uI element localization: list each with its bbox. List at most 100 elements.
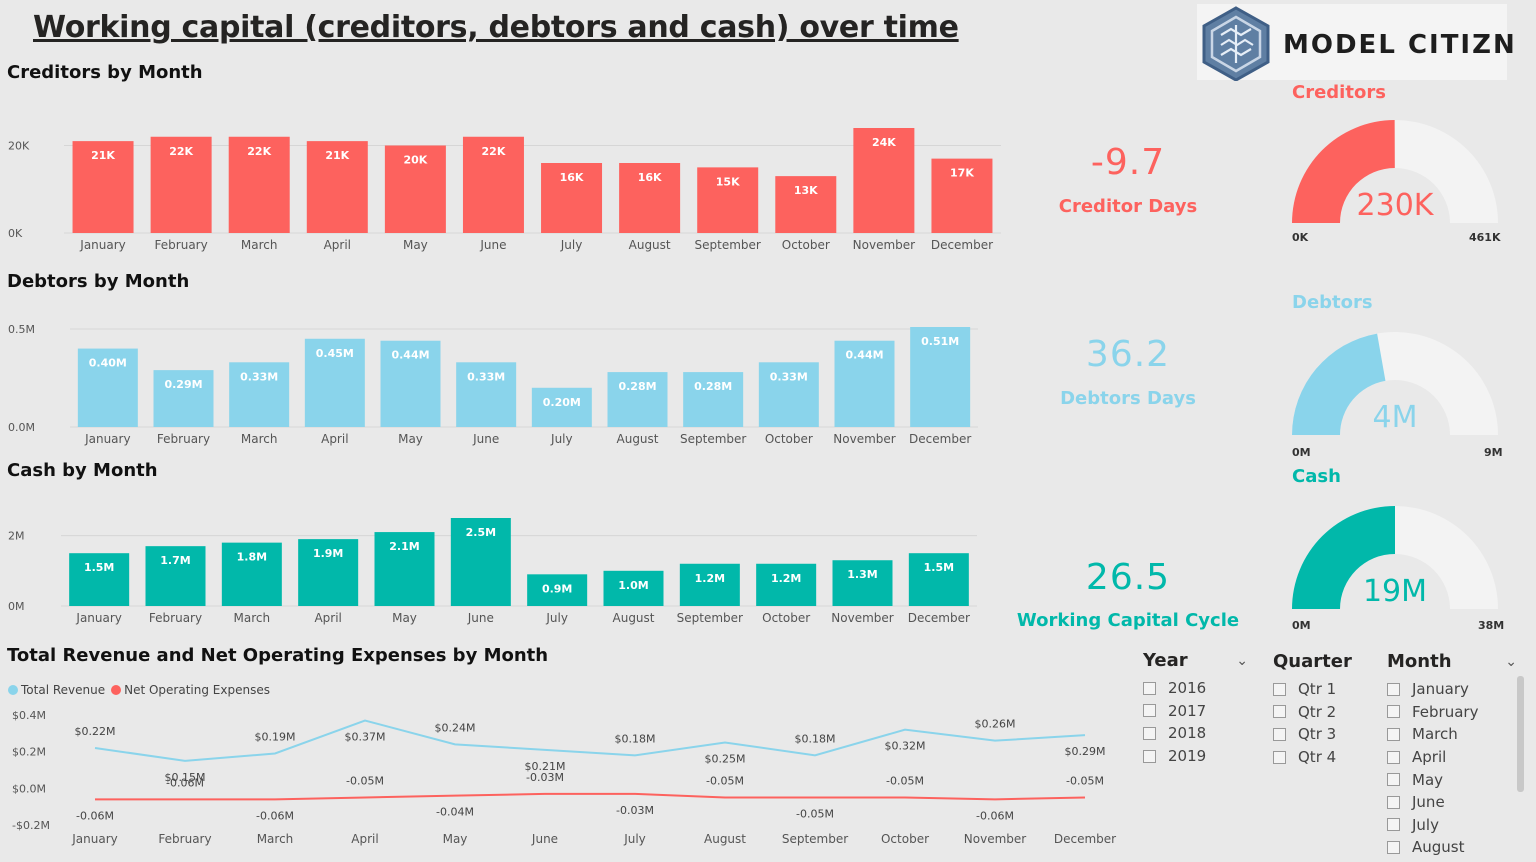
bar-november [832,560,893,606]
debtors-gauge [1292,332,1498,435]
year-slicer-item[interactable]: 2016 [1143,677,1248,700]
chevron-down-icon[interactable]: ⌄ [1236,652,1248,669]
bar-data-label: 22K [247,145,271,158]
gauge-fill [1292,333,1386,435]
debtors-gauge-title: Debtors [1292,292,1373,313]
quarter-slicer-item[interactable]: Qtr 2 [1273,701,1373,724]
line-data-label: -0.05M [796,808,834,821]
checkbox[interactable] [1387,705,1400,719]
line-data-label: -0.05M [346,775,384,788]
year-slicer: Year ⌄ 2016 2017 2018 2019 [1143,650,1248,767]
bar-february [150,136,212,233]
month-slicer-item[interactable]: August [1387,836,1517,859]
month-slicer-item[interactable]: January [1387,678,1517,701]
month-slicer-item[interactable]: March [1387,723,1517,746]
month-slicer-item-label: May [1412,770,1444,789]
bar-july [531,387,592,427]
bar-data-label: 1.5M [84,561,114,574]
line-data-label: $0.26M [975,718,1016,731]
bar-june [456,362,517,427]
month-slicer-item[interactable]: July [1387,814,1517,837]
year-slicer-item[interactable]: 2017 [1143,700,1248,723]
x-tick-label: March [234,611,271,625]
month-slicer-item[interactable]: May [1387,768,1517,791]
checkbox[interactable] [1387,818,1400,832]
maze-hexagon-logo-icon [1202,6,1270,81]
line-data-label: $0.19M [255,731,296,744]
y-tick-label: 20K [8,140,30,153]
bar-august [619,163,681,233]
bar-january [72,141,134,233]
x-tick-label: April [351,832,378,846]
checkbox[interactable] [1387,750,1400,764]
y-tick-label: -$0.2M [12,819,50,832]
cash-gauge [1292,506,1498,609]
x-tick-label: September [680,432,746,446]
quarter-slicer-item[interactable]: Qtr 1 [1273,678,1373,701]
checkbox[interactable] [1273,750,1286,764]
bar-august [607,372,668,427]
creditors-gauge-title: Creditors [1292,82,1386,103]
month-slicer-item[interactable]: June [1387,791,1517,814]
debtors-bar-chart: 0.0M 0.5M 0.40M January 0.29M February 0.33M Ma… [8,323,978,446]
checkbox[interactable] [1387,795,1400,809]
bar-data-label: 1.2M [695,572,725,585]
working-capital-cycle-label: Working Capital Cycle [1016,610,1240,631]
month-slicer-item[interactable]: February [1387,701,1517,724]
x-tick-label: September [677,611,743,625]
x-tick-label: December [908,611,970,625]
checkbox[interactable] [1387,682,1400,696]
revenue-chart-title: Total Revenue and Net Operating Expenses… [7,645,549,666]
line-data-label: $0.29M [1065,745,1106,758]
bar-april [306,141,368,233]
month-slicer-item-label: August [1412,838,1465,857]
bar-data-label: 0.28M [618,380,656,393]
x-tick-label: November [833,432,895,446]
checkbox[interactable] [1143,726,1156,740]
line-data-label: -0.03M [526,771,564,784]
x-tick-label: June [467,611,494,625]
bar-october [775,176,837,233]
checkbox[interactable] [1273,727,1286,741]
quarter-slicer-item[interactable]: Qtr 3 [1273,723,1373,746]
x-tick-label: January [71,832,118,846]
x-tick-label: November [831,611,893,625]
chevron-down-icon[interactable]: ⌄ [1505,653,1517,670]
quarter-slicer-item-label: Qtr 1 [1298,680,1337,699]
cash-gauge-min: 0M [1292,619,1311,632]
creditors-gauge-value: 230K [1356,188,1434,223]
bar-data-label: 2.5M [466,526,496,539]
x-tick-label: July [623,832,646,846]
cash-gauge-title: Cash [1292,466,1341,487]
month-slicer-item[interactable]: April [1387,746,1517,769]
checkbox[interactable] [1143,749,1156,763]
line-data-label: -0.04M [436,806,474,819]
x-tick-label: October [782,238,830,252]
x-tick-label: February [158,832,211,846]
checkbox[interactable] [1143,704,1156,718]
legend-expenses-label: Net Operating Expenses [124,683,270,697]
checkbox[interactable] [1143,681,1156,695]
month-slicer-scrollbar[interactable] [1517,676,1524,792]
debtors-gauge-value: 4M [1372,400,1418,435]
bar-data-label: 16K [638,171,662,184]
bar-march [228,136,290,233]
quarter-slicer: Quarter Qtr 1 Qtr 2 Qtr 3 Qtr 4 [1273,651,1373,768]
bar-november [834,340,895,427]
year-slicer-item[interactable]: 2019 [1143,745,1248,768]
bar-data-label: 15K [716,175,740,188]
creditor-days-value: -9.7 [1090,142,1166,183]
checkbox[interactable] [1273,682,1286,696]
checkbox[interactable] [1387,840,1400,854]
quarter-slicer-item[interactable]: Qtr 4 [1273,746,1373,769]
x-tick-label: August [704,832,746,846]
year-slicer-item[interactable]: 2018 [1143,722,1248,745]
bar-november [853,128,915,233]
checkbox[interactable] [1387,773,1400,787]
x-tick-label: March [257,832,294,846]
checkbox[interactable] [1273,705,1286,719]
year-slicer-item-label: 2016 [1168,679,1207,698]
checkbox[interactable] [1387,727,1400,741]
bar-august [603,570,664,606]
cash-gauge-max: 38M [1478,619,1505,632]
